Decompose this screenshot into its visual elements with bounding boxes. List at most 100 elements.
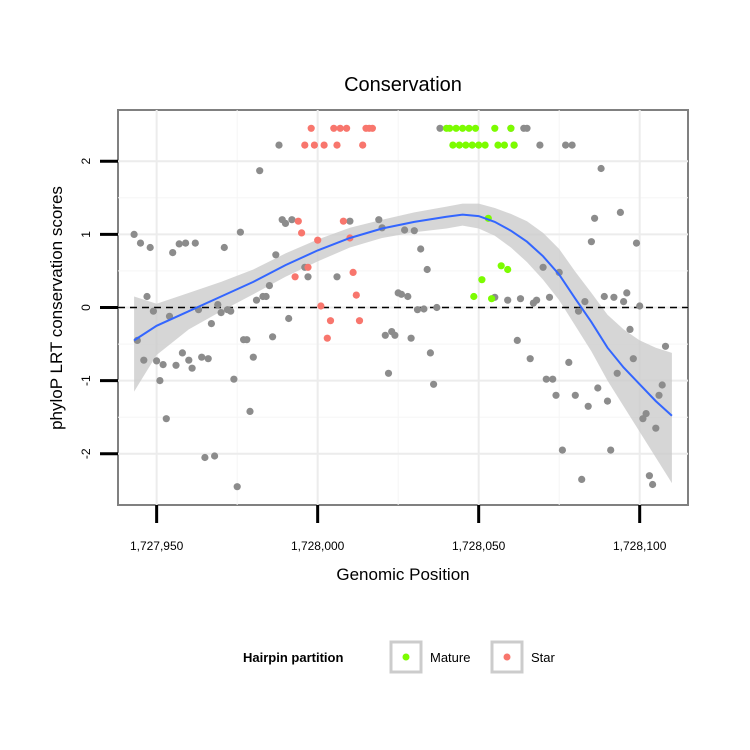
point-mature: [481, 141, 489, 149]
point-other: [594, 384, 602, 392]
point-mature: [475, 141, 483, 149]
point-other: [252, 296, 261, 304]
point-mature: [478, 276, 486, 284]
point-other: [220, 243, 228, 252]
point-other: [288, 216, 296, 224]
point-other: [649, 480, 657, 489]
point-other: [285, 314, 293, 323]
point-star: [343, 124, 351, 132]
point-star: [317, 302, 325, 310]
point-other: [243, 336, 251, 344]
point-star: [339, 217, 347, 225]
point-other: [645, 472, 654, 480]
y-tick-label: 0: [79, 304, 93, 311]
point-star: [352, 291, 360, 299]
point-other: [169, 249, 177, 257]
legend-swatch-star: [503, 653, 511, 661]
point-star: [323, 334, 331, 342]
legend-label-mature: Mature: [430, 650, 470, 665]
point-other: [346, 217, 354, 225]
legend-entry-mature: Mature: [389, 640, 470, 674]
point-other: [162, 415, 170, 423]
point-other: [610, 293, 618, 301]
point-star: [291, 273, 299, 281]
point-other: [661, 342, 670, 350]
point-other: [236, 228, 244, 236]
point-other: [198, 353, 206, 361]
point-mature: [494, 141, 502, 149]
point-other: [430, 380, 438, 388]
point-other: [401, 226, 409, 234]
point-other: [275, 141, 283, 149]
point-other: [204, 355, 212, 363]
point-other: [565, 358, 573, 366]
point-other: [269, 333, 277, 341]
point-mature: [452, 124, 460, 132]
point-star: [294, 217, 302, 225]
point-other: [603, 397, 612, 405]
smooth-trend-line: [133, 213, 673, 417]
point-other: [256, 167, 264, 175]
point-star: [355, 317, 364, 325]
point-other: [558, 446, 567, 454]
point-mature: [449, 141, 457, 149]
smooth-line: [133, 213, 673, 417]
y-tick-label: 2: [79, 158, 93, 165]
point-other: [149, 307, 157, 315]
point-mature: [459, 124, 467, 132]
point-other: [397, 290, 405, 298]
point-other: [426, 349, 434, 357]
point-other: [230, 375, 238, 383]
point-other: [143, 292, 151, 301]
point-other: [178, 349, 186, 357]
legend-entry-star: Star: [490, 640, 556, 674]
point-other: [272, 251, 280, 259]
point-other: [587, 238, 596, 246]
point-other: [156, 377, 164, 385]
point-other: [375, 216, 383, 224]
point-other: [571, 391, 579, 399]
point-mature: [468, 141, 476, 149]
point-other: [136, 239, 145, 247]
point-other: [539, 263, 547, 271]
point-other: [420, 305, 428, 313]
point-star: [310, 141, 318, 149]
point-star: [301, 141, 309, 149]
point-mature: [507, 124, 515, 132]
point-other: [233, 483, 241, 491]
point-other: [217, 309, 225, 317]
point-other: [413, 306, 422, 314]
y-tick-label: 1: [79, 231, 93, 238]
point-other: [516, 295, 525, 303]
point-star: [326, 317, 335, 325]
point-mature: [470, 292, 478, 301]
legend-key-mature: [389, 640, 423, 674]
point-other: [597, 164, 605, 173]
point-other: [549, 375, 557, 383]
point-other: [581, 298, 589, 306]
point-other: [246, 407, 254, 415]
y-tick-label: -2: [79, 448, 93, 459]
point-other: [146, 243, 154, 252]
point-other: [542, 375, 550, 383]
point-other: [262, 292, 270, 301]
point-other: [616, 208, 625, 216]
point-other: [391, 331, 399, 339]
point-other: [175, 240, 183, 248]
point-other: [513, 336, 521, 344]
point-mature: [462, 141, 470, 149]
point-star: [314, 236, 322, 244]
point-other: [578, 475, 586, 483]
point-other: [182, 239, 190, 247]
point-other: [249, 353, 257, 361]
point-other: [658, 381, 666, 389]
point-star: [307, 124, 315, 132]
point-other: [265, 282, 273, 290]
point-other: [526, 355, 534, 363]
point-other: [433, 303, 441, 312]
point-other: [384, 369, 393, 377]
point-star: [359, 141, 367, 149]
point-other: [552, 391, 560, 399]
point-other: [607, 446, 615, 454]
